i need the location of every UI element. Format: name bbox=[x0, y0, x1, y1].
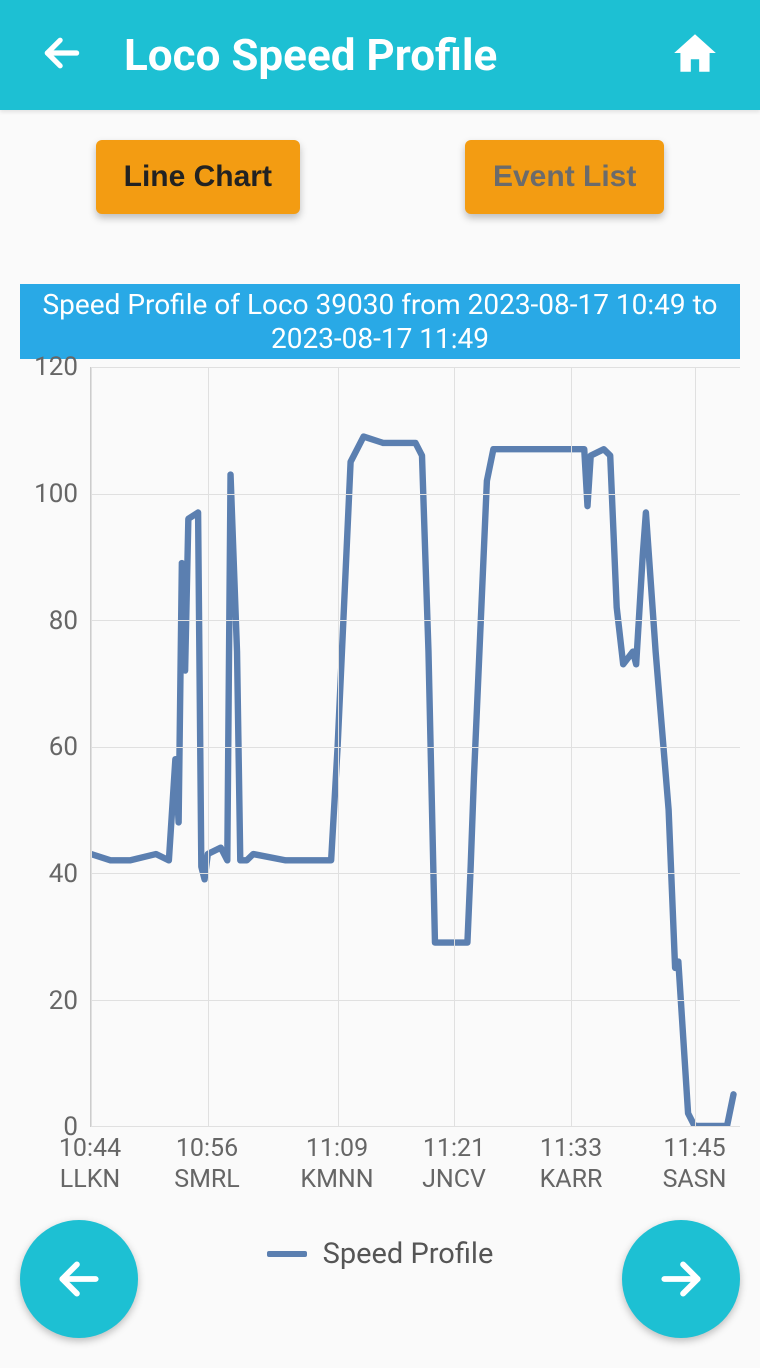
grid-line-v bbox=[571, 367, 572, 1126]
chart-container: Speed Profile of Loco 39030 from 2023-08… bbox=[20, 284, 740, 1271]
x-tick-label: 10:56SMRL bbox=[152, 1133, 262, 1196]
y-tick-label: 120 bbox=[34, 352, 78, 382]
chart-area: 020406080100120 bbox=[20, 367, 740, 1127]
grid-line-v bbox=[338, 367, 339, 1126]
grid-line-h bbox=[91, 367, 740, 368]
back-arrow-icon[interactable] bbox=[40, 31, 84, 79]
y-tick-label: 20 bbox=[49, 986, 78, 1016]
tab-row: Line Chart Event List bbox=[0, 140, 760, 214]
home-icon[interactable] bbox=[670, 28, 720, 82]
plot-area[interactable] bbox=[90, 367, 740, 1127]
y-axis: 020406080100120 bbox=[20, 367, 90, 1127]
x-tick-label: 10:44LLKN bbox=[35, 1133, 145, 1196]
line-chart-tab[interactable]: Line Chart bbox=[96, 140, 300, 214]
next-fab[interactable] bbox=[622, 1220, 740, 1338]
grid-line-v bbox=[454, 367, 455, 1126]
page-title: Loco Speed Profile bbox=[124, 29, 670, 81]
x-tick-label: 11:33KARR bbox=[516, 1133, 626, 1196]
y-tick-label: 40 bbox=[49, 859, 78, 889]
event-list-tab[interactable]: Event List bbox=[465, 140, 664, 214]
app-header: Loco Speed Profile bbox=[0, 0, 760, 110]
grid-line-h bbox=[91, 494, 740, 495]
x-axis: 10:44LLKN10:56SMRL11:09KMNN11:21JNCV11:3… bbox=[90, 1127, 740, 1207]
grid-line-v bbox=[91, 367, 92, 1126]
y-tick-label: 60 bbox=[49, 732, 78, 762]
y-tick-label: 100 bbox=[34, 479, 78, 509]
y-tick-label: 80 bbox=[49, 606, 78, 636]
grid-line-h bbox=[91, 620, 740, 621]
grid-line-v bbox=[208, 367, 209, 1126]
prev-fab[interactable] bbox=[20, 1220, 138, 1338]
arrow-right-icon bbox=[656, 1254, 706, 1304]
x-tick-label: 11:09KMNN bbox=[282, 1133, 392, 1196]
arrow-left-icon bbox=[54, 1254, 104, 1304]
x-tick-label: 11:21JNCV bbox=[399, 1133, 509, 1196]
grid-line-h bbox=[91, 1000, 740, 1001]
legend-swatch bbox=[267, 1251, 307, 1257]
legend-label: Speed Profile bbox=[323, 1237, 494, 1271]
x-tick-label: 11:45SASN bbox=[640, 1133, 750, 1196]
grid-line-h bbox=[91, 873, 740, 874]
grid-line-h bbox=[91, 747, 740, 748]
grid-line-v bbox=[695, 367, 696, 1126]
chart-title: Speed Profile of Loco 39030 from 2023-08… bbox=[20, 284, 740, 359]
